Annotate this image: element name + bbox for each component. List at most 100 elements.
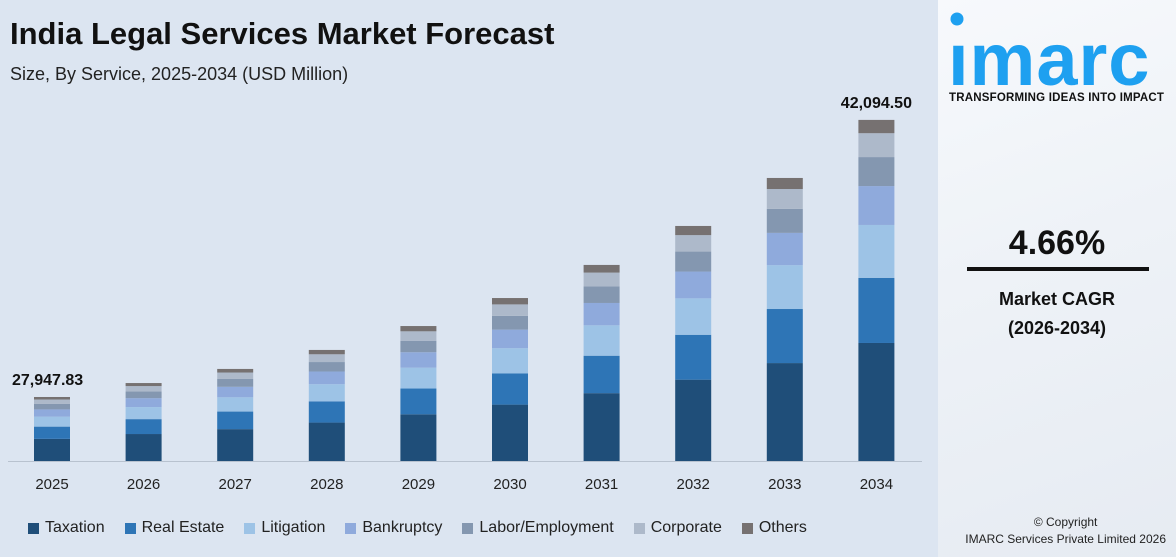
chart-subtitle: Size, By Service, 2025-2034 (USD Million… [10,64,349,84]
bar-segment-litigation-2034 [858,224,895,278]
bar-segment-taxation-2025 [34,438,70,461]
bar-segment-real-estate-2029 [400,388,437,415]
bar-segment-real-estate-2030 [492,373,528,405]
bar-segment-others-2033 [766,177,803,190]
bar-segment-labor-employment-2033 [766,208,803,233]
bar-segment-labor-employment-2025 [34,403,70,410]
bar-segment-litigation-2033 [766,265,803,310]
x-tick-label: 2025 [35,476,68,493]
legend-label: Corporate [650,519,722,536]
copyright: © Copyright IMARC Services Private Limit… [965,514,1166,548]
bar-segment-others-2031 [583,264,620,273]
bar-segment-real-estate-2027 [217,411,254,430]
bar-segment-others-2027 [217,368,254,373]
bar-segment-labor-employment-2030 [492,315,528,330]
bar-segment-others-2032 [675,225,712,236]
bar-segment-taxation-2027 [217,429,254,461]
copyright-owner: IMARC Services Private Limited 2026 [965,532,1166,546]
bar-segment-others-2026 [125,383,162,387]
bar-segment-bankruptcy-2025 [34,409,70,417]
svg-text:ımarc: ımarc [948,18,1150,90]
bar-segment-taxation-2029 [400,414,437,461]
cagr-divider [967,267,1149,271]
bar-segment-real-estate-2025 [34,426,70,439]
legend-swatch [124,522,136,534]
legend-label: Litigation [261,519,326,536]
bar-segment-litigation-2031 [583,325,620,356]
bar-segment-others-2029 [400,326,437,332]
bar-segment-litigation-2028 [308,384,345,402]
x-tick-label: 2031 [585,476,618,493]
logo-tagline: TRANSFORMING IDEAS INTO IMPACT [949,92,1165,104]
bar-segment-litigation-2025 [34,416,70,427]
x-tick-label: 2034 [860,476,893,493]
bar-segment-labor-employment-2027 [217,378,254,387]
bar-segment-litigation-2029 [400,367,437,389]
bar-segment-labor-employment-2034 [858,157,895,187]
legend-swatch [741,522,753,534]
bar-segment-bankruptcy-2031 [583,302,620,326]
cagr-period: (2026-2034) [1007,318,1107,338]
x-tick-label: 2029 [402,476,435,493]
legend-label: Real Estate [141,519,225,536]
legend-item: Labor/Employment [462,519,614,537]
cagr-value: 4.66% [1008,224,1106,262]
stacked-bar-chart: 2025 27,947.83 2026 2027 2028 2029 2030 2031 203… [8,95,922,493]
bar-segment-bankruptcy-2030 [492,329,528,349]
bar-segment-bankruptcy-2034 [858,186,895,225]
bar-segment-others-2025 [34,396,70,400]
x-tick-label: 2028 [310,476,343,493]
x-tick-label: 2030 [493,476,526,493]
bar-segment-corporate-2027 [217,372,254,379]
copyright-label: © Copyright [1033,515,1098,529]
bar-segment-taxation-2030 [492,404,528,461]
bar-segment-labor-employment-2026 [125,391,162,399]
chart-title: India Legal Services Market Forecast [10,16,555,51]
legend-item: Corporate [633,519,722,537]
bar-segment-others-2030 [492,298,528,305]
side-panel: ımarc TRANSFORMING IDEAS INTO IMPACT 4.6… [938,0,1176,557]
bar-segment-corporate-2034 [858,133,895,158]
bar-segment-taxation-2026 [125,434,162,461]
bar-segment-bankruptcy-2033 [766,232,803,266]
cagr-label: Market CAGR (2026-2034) [938,285,1176,343]
legend-swatch [345,522,357,534]
legend-swatch [633,522,645,534]
bar-segment-labor-employment-2029 [400,340,437,353]
bar-segment-labor-employment-2032 [675,251,712,272]
legend-item: Others [741,519,807,537]
bar-segment-corporate-2029 [400,331,437,341]
bar-segment-corporate-2026 [125,386,162,392]
bar-segment-taxation-2034 [858,342,895,461]
bar-total-label: 27,947.83 [12,372,83,389]
bar-segment-corporate-2030 [492,304,528,316]
bar-segment-corporate-2025 [34,399,70,404]
bar-segment-litigation-2027 [217,397,254,412]
legend-item: Litigation [244,519,325,537]
x-tick-label: 2033 [768,476,801,493]
bar-segment-corporate-2032 [675,235,712,252]
x-tick-label: 2027 [219,476,252,493]
bar-segment-bankruptcy-2028 [308,371,345,385]
bar-segment-taxation-2032 [675,379,712,461]
legend-label: Bankruptcy [362,519,443,536]
bar-segment-others-2034 [858,119,895,134]
bar-segment-labor-employment-2031 [583,286,620,303]
bar-segment-bankruptcy-2026 [125,398,162,408]
x-tick-label: 2032 [677,476,710,493]
bar-segment-litigation-2032 [675,298,712,335]
bar-segment-bankruptcy-2029 [400,352,437,368]
legend-label: Labor/Employment [479,519,614,536]
bar-segment-bankruptcy-2032 [675,271,712,299]
bar-segment-taxation-2031 [583,393,620,461]
legend-item: Bankruptcy [345,519,442,537]
legend-label: Taxation [45,519,105,536]
bar-segment-litigation-2026 [125,407,162,420]
x-tick-label: 2026 [127,476,160,493]
legend-item: Taxation [28,519,105,537]
bar-segment-corporate-2033 [766,189,803,209]
bar-segment-taxation-2033 [766,363,803,461]
imarc-logo: ımarc [948,12,1150,90]
legend-label: Others [758,519,807,536]
bar-segment-real-estate-2026 [125,419,162,435]
